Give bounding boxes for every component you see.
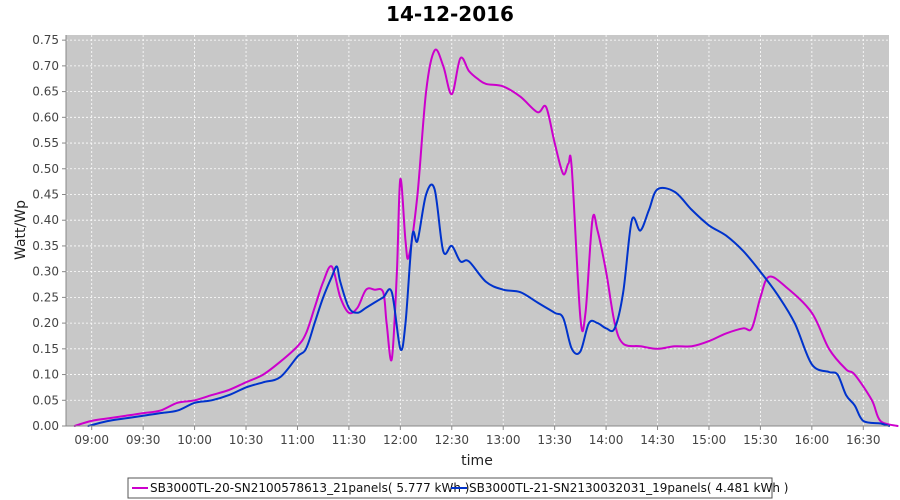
y-tick-label: 0.50 bbox=[32, 162, 59, 176]
y-tick-label: 0.60 bbox=[32, 110, 59, 124]
x-tick-label: 11:00 bbox=[280, 433, 315, 447]
x-tick-label: 14:30 bbox=[640, 433, 675, 447]
y-tick-label: 0.45 bbox=[32, 187, 59, 201]
x-tick-label: 09:00 bbox=[74, 433, 109, 447]
x-tick-label: 15:30 bbox=[743, 433, 778, 447]
y-tick-label: 0.70 bbox=[32, 59, 59, 73]
x-tick-label: 12:00 bbox=[383, 433, 418, 447]
y-tick-label: 0.25 bbox=[32, 290, 59, 304]
legend: SB3000TL-20-SN2100578613_21panels( 5.777… bbox=[127, 477, 788, 499]
y-tick-label: 0.05 bbox=[32, 393, 59, 407]
y-tick-label: 0.65 bbox=[32, 85, 59, 99]
x-tick-label: 16:30 bbox=[846, 433, 881, 447]
y-tick-label: 0.55 bbox=[32, 136, 59, 150]
x-tick-label: 13:00 bbox=[486, 433, 521, 447]
x-axis-label: time bbox=[461, 453, 493, 469]
y-tick-label: 0.35 bbox=[32, 239, 59, 253]
chart-title: 14-12-2016 bbox=[386, 2, 514, 26]
legend-box bbox=[127, 477, 773, 499]
series-line-0 bbox=[73, 48, 899, 427]
x-tick-label: 16:00 bbox=[795, 433, 830, 447]
x-tick-label: 10:00 bbox=[177, 433, 212, 447]
grid-lines bbox=[66, 35, 889, 427]
x-tick-label: 09:30 bbox=[126, 433, 161, 447]
x-tick-label: 12:30 bbox=[434, 433, 469, 447]
y-tick-label: 0.00 bbox=[32, 419, 59, 433]
y-tick-label: 0.20 bbox=[32, 316, 59, 330]
legend-label-sb3000tl-20: SB3000TL-20-SN2100578613_21panels( 5.777… bbox=[150, 481, 469, 495]
y-tick-label: 0.15 bbox=[32, 342, 59, 356]
x-tick-label: 15:00 bbox=[692, 433, 727, 447]
y-tick-label: 0.40 bbox=[32, 213, 59, 227]
x-tick-label: 10:30 bbox=[229, 433, 264, 447]
y-tick-labels: 0.00 0.05 0.10 0.15 0.20 0.25 0.30 0.35 0.40 0.45… bbox=[32, 33, 59, 433]
x-tick-label: 11:30 bbox=[332, 433, 367, 447]
y-tick-label: 0.30 bbox=[32, 265, 59, 279]
x-tick-label: 14:00 bbox=[589, 433, 624, 447]
plot-area bbox=[66, 35, 889, 426]
axes bbox=[62, 35, 889, 430]
series-lines bbox=[73, 48, 899, 427]
y-axis-label: Watt/Wp bbox=[13, 200, 29, 260]
series-line-1 bbox=[87, 183, 890, 427]
x-tick-labels: 09:00 09:30 10:00 10:30 11:00 11:30 12:00 12:30… bbox=[74, 433, 880, 447]
y-tick-label: 0.10 bbox=[32, 368, 59, 382]
x-tick-label: 13:30 bbox=[537, 433, 572, 447]
y-tick-label: 0.75 bbox=[32, 33, 59, 47]
legend-label-sb3000tl-21: SB3000TL-21-SN2130032031_19panels( 4.481… bbox=[469, 481, 788, 495]
